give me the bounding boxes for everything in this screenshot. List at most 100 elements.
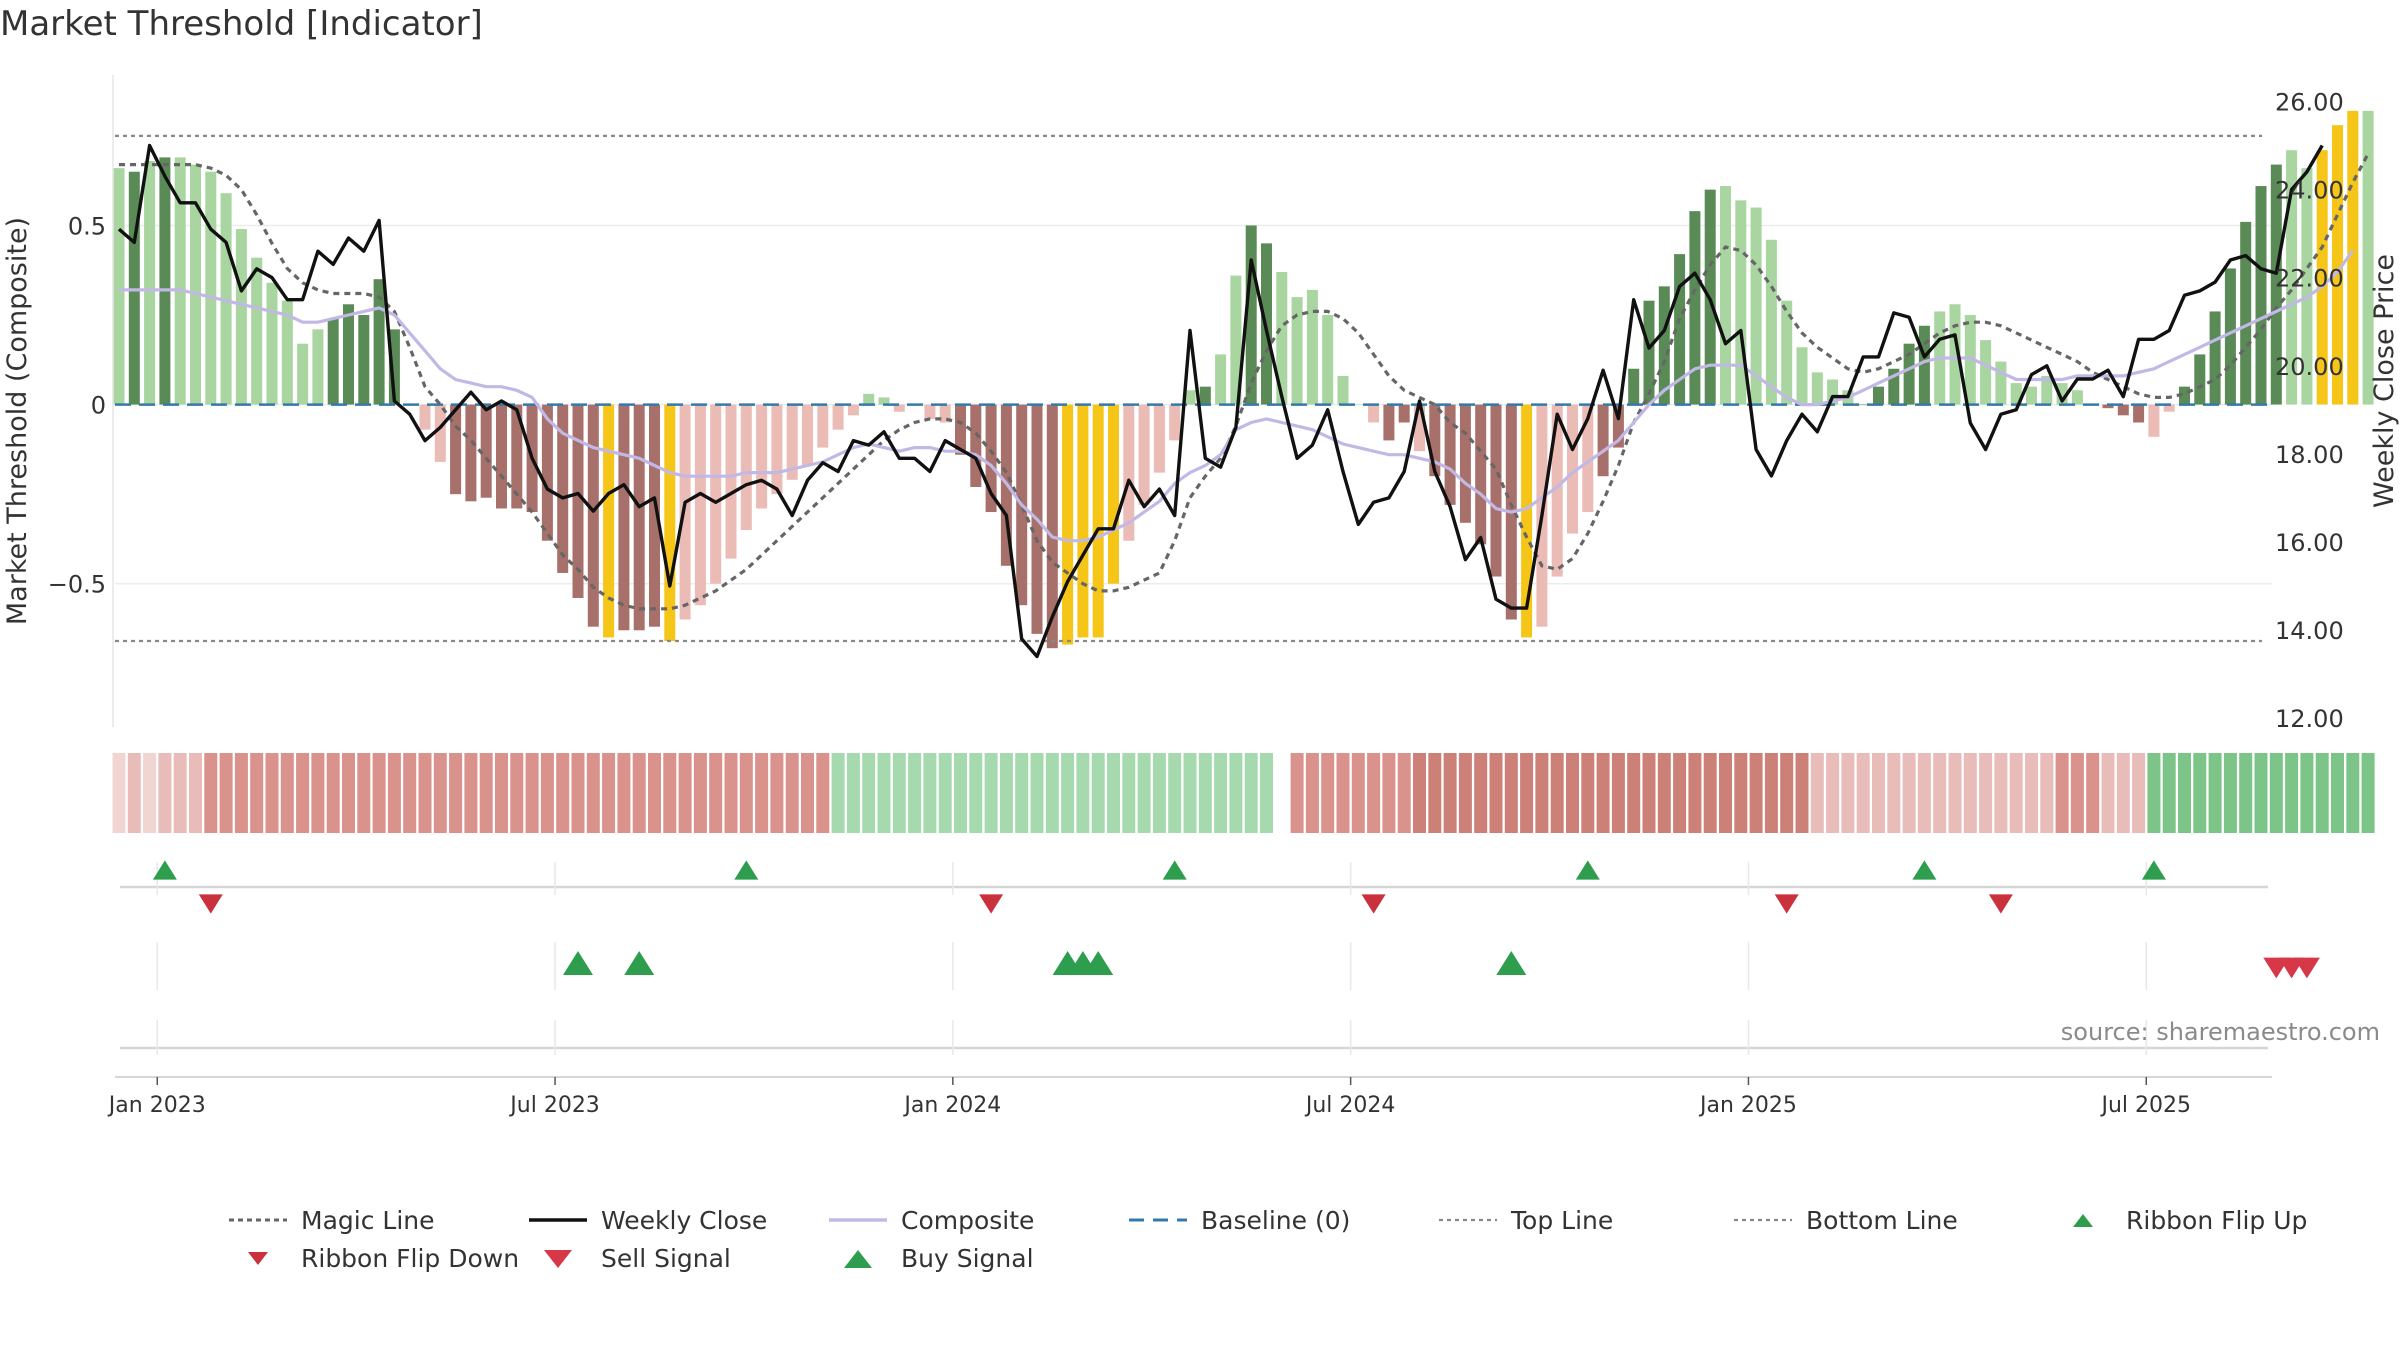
legend-label: Sell Signal — [601, 1243, 731, 1273]
ribbon-segment — [2285, 753, 2299, 833]
composite-bar — [725, 404, 737, 559]
right-tick-label: 20.00 — [2275, 353, 2344, 381]
composite-bar — [649, 404, 660, 627]
ribbon-segment — [877, 753, 891, 833]
ribbon-segment — [1581, 753, 1595, 833]
composite-bar — [1398, 404, 1410, 423]
buy-signal-marker — [1496, 951, 1527, 975]
ribbon-segment — [862, 753, 876, 833]
composite-bar — [1322, 315, 1334, 405]
ribbon-segment — [510, 753, 524, 833]
composite-bar — [2194, 354, 2206, 405]
composite-bar — [511, 404, 523, 509]
composite-bar — [1092, 404, 1104, 638]
buy-signal-marker — [1083, 951, 1114, 975]
composite-bar — [1888, 368, 1900, 405]
composite-bar — [1352, 404, 1364, 406]
ribbon-segment — [1795, 753, 1809, 833]
ribbon-segment — [2239, 753, 2253, 833]
ribbon-segment — [1657, 753, 1671, 833]
buy-signal-marker — [624, 951, 655, 975]
composite-bar — [679, 404, 691, 620]
ribbon-segment — [1091, 753, 1105, 833]
ribbon-segment — [464, 753, 478, 833]
legend-label: Bottom Line — [1806, 1205, 1958, 1235]
composite-bar — [251, 257, 263, 405]
composite-bar — [220, 193, 232, 405]
ribbon-segment — [801, 753, 814, 833]
composite-bar — [2179, 386, 2190, 405]
composite-bar — [603, 404, 615, 638]
composite-bar — [297, 343, 309, 405]
composite-bar — [1077, 404, 1089, 638]
ribbon-segment — [2070, 753, 2084, 833]
buy-legend-swatch — [844, 1250, 872, 1268]
ribbon-segment — [2162, 753, 2176, 833]
legend-item-baseline: Baseline (0) — [1125, 1202, 1350, 1238]
composite-bar — [1918, 325, 1930, 405]
composite-bar — [1720, 186, 1731, 405]
ribbon-segment — [693, 753, 707, 833]
ribbon-segment — [387, 753, 401, 833]
ribbon-segment — [372, 753, 386, 833]
ribbon-segment — [1428, 753, 1442, 833]
composite-bar — [786, 404, 798, 480]
composite-bar — [1628, 368, 1640, 405]
ribbon-segment — [1489, 753, 1503, 833]
x-tick-label: Jan 2024 — [902, 1093, 1001, 1118]
composite-bar — [2209, 311, 2221, 405]
ribbon-segment — [418, 753, 432, 833]
ribbon-segment — [1382, 753, 1396, 833]
composite-bar — [633, 404, 645, 631]
ribbon-segment — [1856, 753, 1870, 833]
ribbon-segment — [1214, 753, 1228, 833]
ribbon-segment — [1826, 753, 1840, 833]
legend-label: Ribbon Flip Up — [2126, 1205, 2308, 1235]
ribbon-segment — [1917, 753, 1931, 833]
ribbon-segment — [1367, 753, 1381, 833]
composite-bar — [1674, 254, 1686, 405]
composite-bar — [1551, 404, 1563, 577]
ribbon-segment — [2300, 753, 2314, 833]
composite-bar — [2102, 404, 2114, 409]
ribbon-segment — [433, 753, 447, 833]
composite-bar — [985, 404, 997, 513]
x-tick-label: Jul 2024 — [1304, 1093, 1396, 1118]
ribbon-segment — [2208, 753, 2222, 833]
composite-bar — [496, 404, 507, 509]
composite-bar — [144, 160, 156, 405]
ribbon-segment — [173, 753, 187, 833]
composite-bar — [2316, 150, 2328, 405]
composite-bar — [710, 404, 722, 584]
ribbon-segment — [1810, 753, 1824, 833]
ribbon-segment — [449, 753, 463, 833]
sell-legend-swatch — [544, 1250, 572, 1268]
composite-bar — [1643, 300, 1655, 405]
ribbon-flip-up-marker — [152, 860, 177, 880]
composite-bar — [2010, 383, 2022, 405]
ribbon-segment — [1244, 753, 1258, 833]
ribbon-segment — [1061, 753, 1075, 833]
legend-label: Buy Signal — [901, 1243, 1034, 1273]
ribbon-segment — [1887, 753, 1901, 833]
ribbon-segment — [403, 753, 417, 833]
composite-bar — [1444, 404, 1456, 505]
right-axis-title: Weekly Close Price — [2369, 254, 2400, 508]
ribbon-flip-up-marker — [1162, 860, 1187, 880]
composite-bar — [1215, 354, 1227, 405]
ribbon-segment — [265, 753, 279, 833]
ribbon-segment — [2101, 753, 2115, 833]
ribbon-segment — [1994, 753, 2008, 833]
composite-bar — [235, 229, 247, 405]
left-axis-title: Market Threshold (Composite) — [2, 217, 33, 625]
magic-line — [119, 153, 2370, 611]
ribbon-segment — [127, 753, 141, 833]
ribbon-segment — [1841, 753, 1855, 833]
ribbon-segment — [2055, 753, 2069, 833]
ribbon-segment — [1458, 753, 1472, 833]
ribbon-segment — [969, 753, 983, 833]
ribbon-segment — [1275, 753, 1289, 833]
x-tick-label: Jul 2023 — [508, 1093, 600, 1118]
ribbon-segment — [189, 753, 202, 833]
